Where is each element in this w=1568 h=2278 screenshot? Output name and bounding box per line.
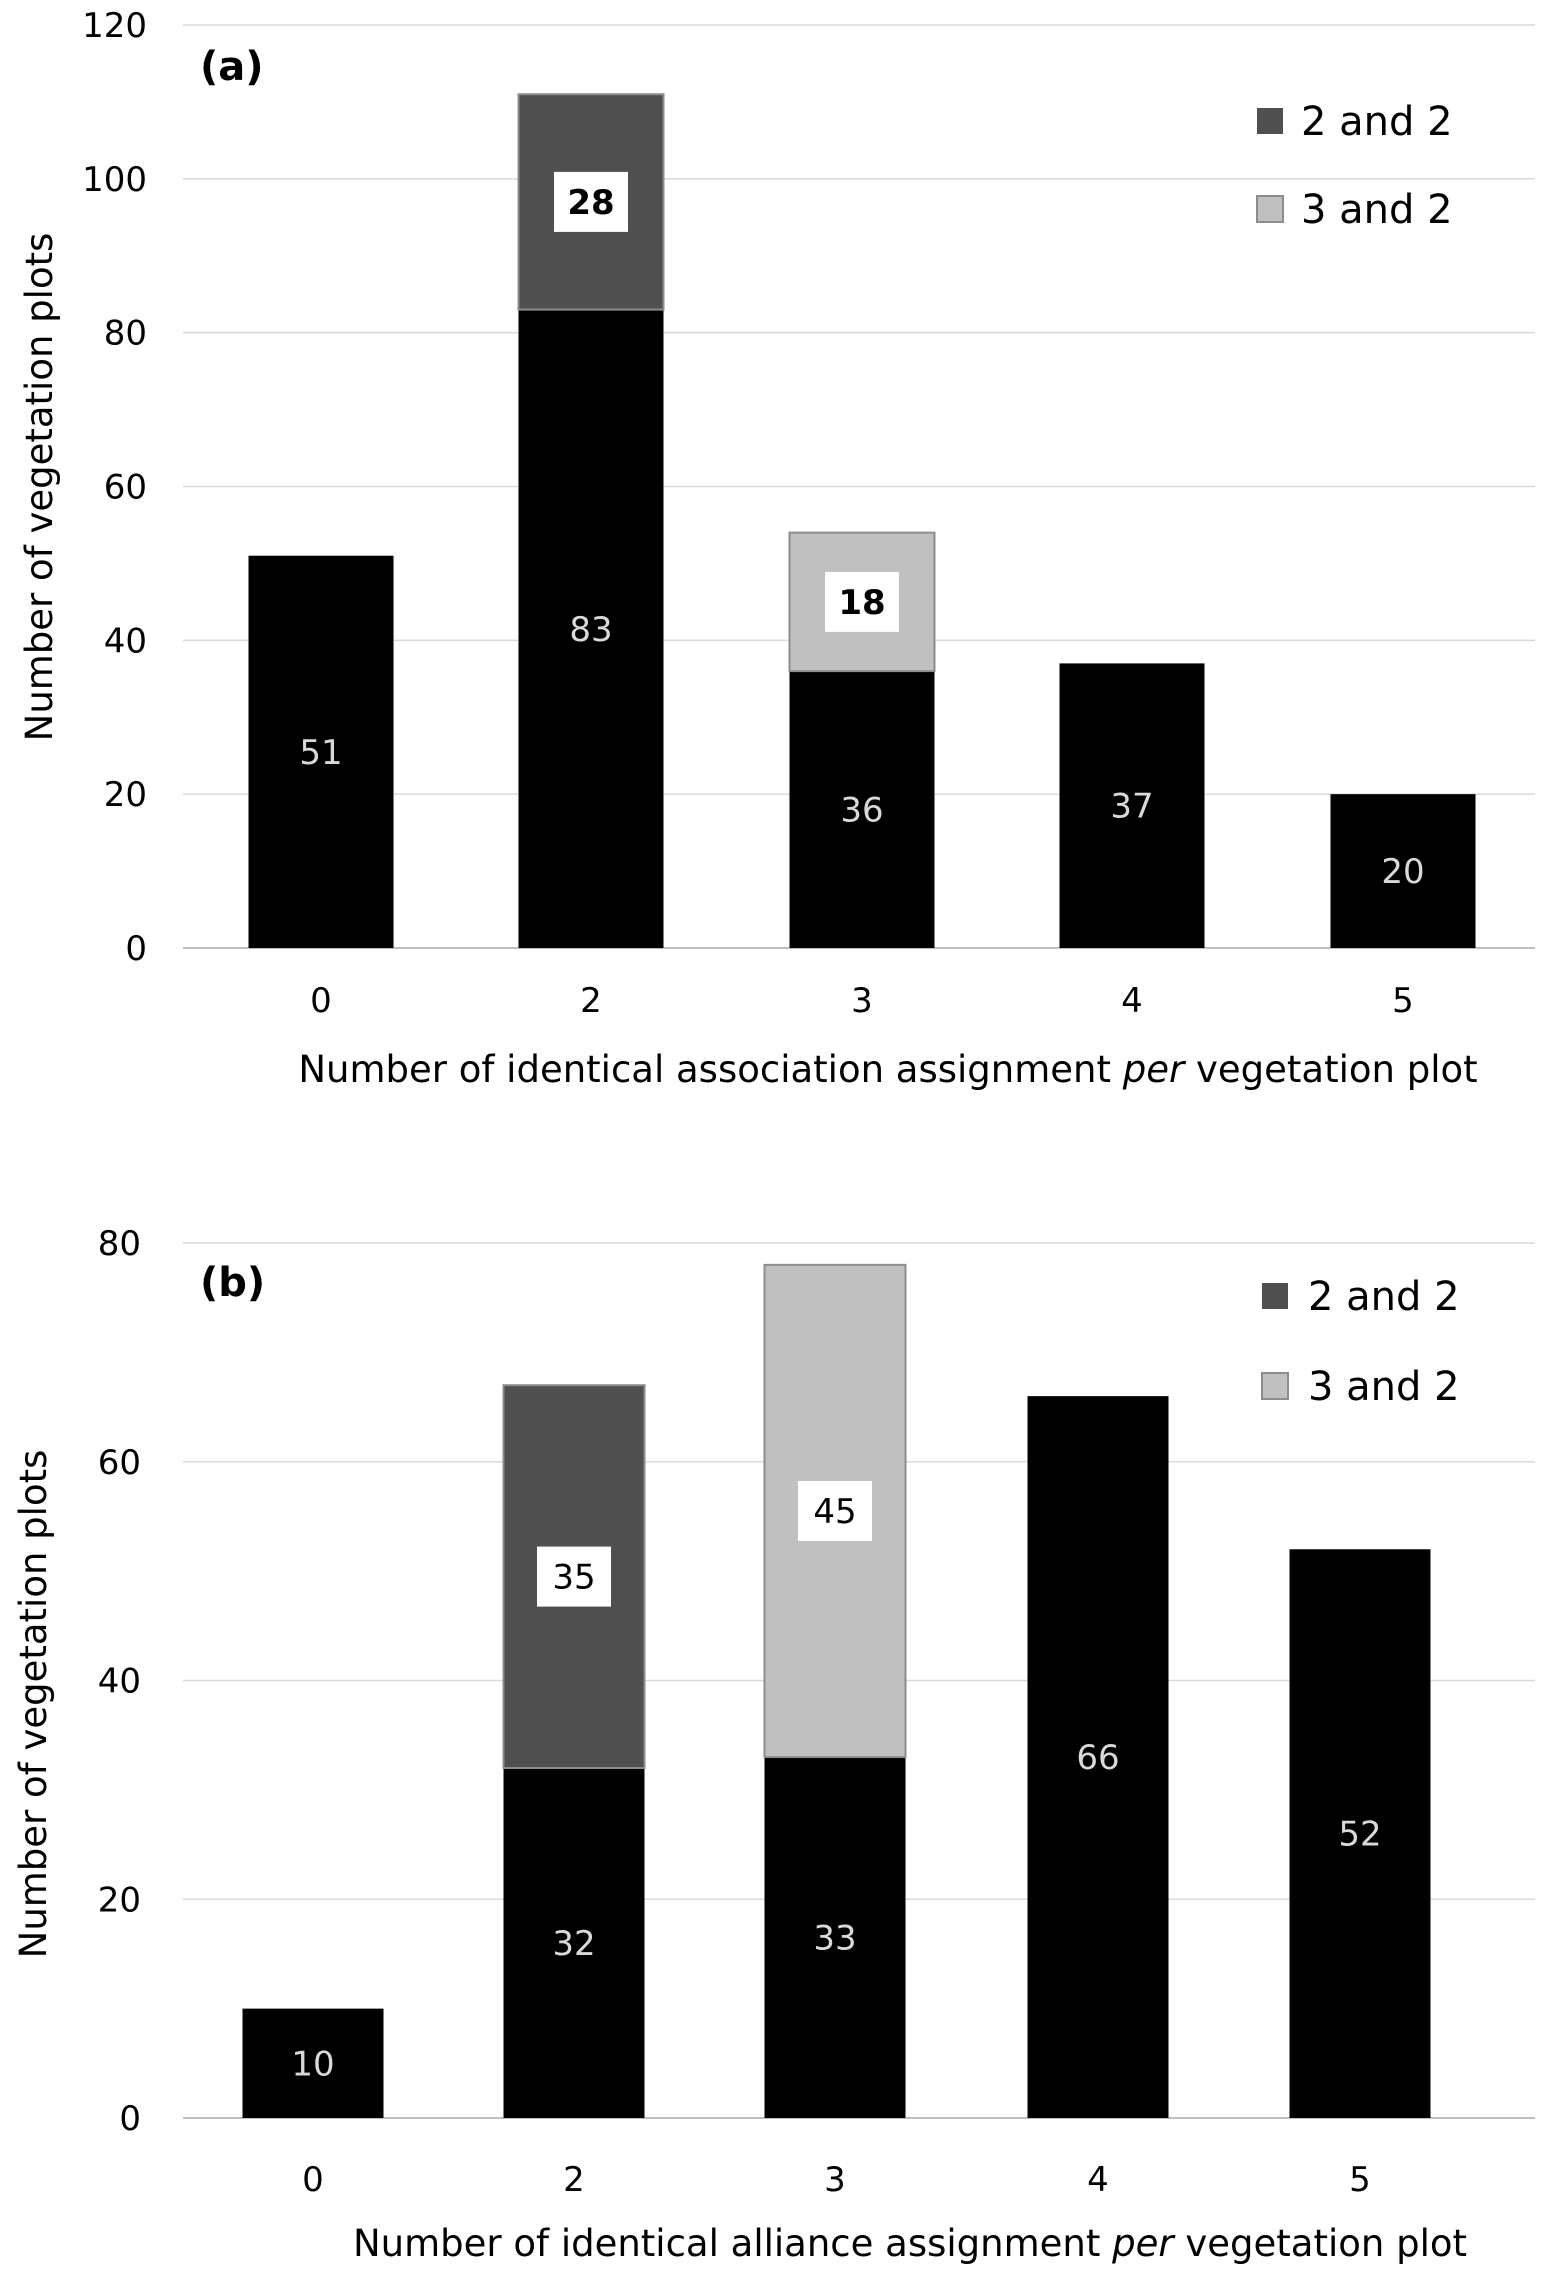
data-label: 83 xyxy=(569,610,612,650)
y-tick-label: 80 xyxy=(98,1224,141,1264)
y-tick-label: 40 xyxy=(98,1662,141,1702)
y-tick-label: 100 xyxy=(82,160,147,200)
bar-segment-identical-5 xyxy=(1330,794,1476,948)
data-label: 33 xyxy=(813,1919,856,1959)
bar-segment-identical-2 xyxy=(518,309,664,948)
y-axis-title: Number of vegetation plots xyxy=(12,1450,55,1959)
legend-swatch xyxy=(1256,195,1284,223)
x-tick-label: 2 xyxy=(580,981,602,1021)
legend-swatch xyxy=(1261,1372,1289,1400)
y-tick-label: 40 xyxy=(104,621,147,661)
x-tick-label: 4 xyxy=(1121,981,1143,1021)
legend-label: 3 and 2 xyxy=(1301,187,1453,233)
y-tick-label: 20 xyxy=(98,1880,141,1920)
data-label-box xyxy=(798,1480,872,1541)
x-tick-label: 2 xyxy=(563,2160,585,2200)
y-tick-label: 0 xyxy=(119,2099,141,2139)
bar-segment-identical-3 xyxy=(764,1757,906,2118)
y-axis-title: Number of vegetation plots xyxy=(18,233,61,742)
y-tick-label: 0 xyxy=(125,929,147,969)
data-label: 52 xyxy=(1338,1815,1381,1855)
legend-swatch xyxy=(1262,1283,1288,1309)
y-tick-label: 120 xyxy=(82,6,147,46)
bar-segment-identical-4 xyxy=(1059,663,1205,948)
data-label-box xyxy=(825,571,899,632)
bar-segment-identical-0 xyxy=(242,2008,384,2118)
data-label: 66 xyxy=(1076,1738,1119,1778)
x-tick-label: 3 xyxy=(824,2160,846,2200)
data-label: 20 xyxy=(1381,852,1424,892)
panel-label: (b) xyxy=(200,1260,265,1306)
bar-segment-identical-0 xyxy=(248,555,394,948)
x-axis-title: Number of identical alliance assignment … xyxy=(353,2222,1467,2265)
y-tick-label: 80 xyxy=(104,314,147,354)
x-tick-label: 5 xyxy=(1392,981,1414,1021)
bar-segment-identical-4 xyxy=(1027,1396,1169,2118)
panel-label: (a) xyxy=(200,44,264,90)
bar-segment-identical-2 xyxy=(503,1768,645,2118)
x-tick-label: 0 xyxy=(302,2160,324,2200)
y-tick-label: 60 xyxy=(104,468,147,508)
chart-panel-a: 0 20 40 60 80 100 120 51 0 83 28 2 36 18 3 37 4 20 5 Number… xyxy=(18,6,1535,1091)
x-tick-label: 5 xyxy=(1349,2160,1371,2200)
y-tick-label: 20 xyxy=(104,775,147,815)
y-tick-label: 60 xyxy=(98,1443,141,1483)
data-label: 51 xyxy=(299,733,342,773)
x-axis-title: Number of identical association assignme… xyxy=(298,1048,1477,1091)
data-label: 35 xyxy=(552,1558,595,1598)
data-label: 36 xyxy=(840,791,883,831)
data-label-box xyxy=(537,1546,611,1607)
data-label: 32 xyxy=(552,1924,595,1964)
data-label: 10 xyxy=(291,2044,334,2084)
legend-swatch xyxy=(1257,108,1283,134)
x-tick-label: 4 xyxy=(1087,2160,1109,2200)
legend-label: 2 and 2 xyxy=(1308,1274,1460,1320)
legend-label: 3 and 2 xyxy=(1308,1364,1460,1410)
data-label: 37 xyxy=(1110,787,1153,827)
data-label: 45 xyxy=(813,1492,856,1532)
legend-label: 2 and 2 xyxy=(1301,99,1453,145)
bar-segment-identical-3 xyxy=(789,671,935,948)
data-label-box xyxy=(554,171,628,232)
bar-segment-identical-5 xyxy=(1289,1549,1431,2118)
data-label: 18 xyxy=(838,583,885,623)
data-label: 28 xyxy=(567,183,614,223)
x-tick-label: 0 xyxy=(310,981,332,1021)
x-tick-label: 3 xyxy=(851,981,873,1021)
